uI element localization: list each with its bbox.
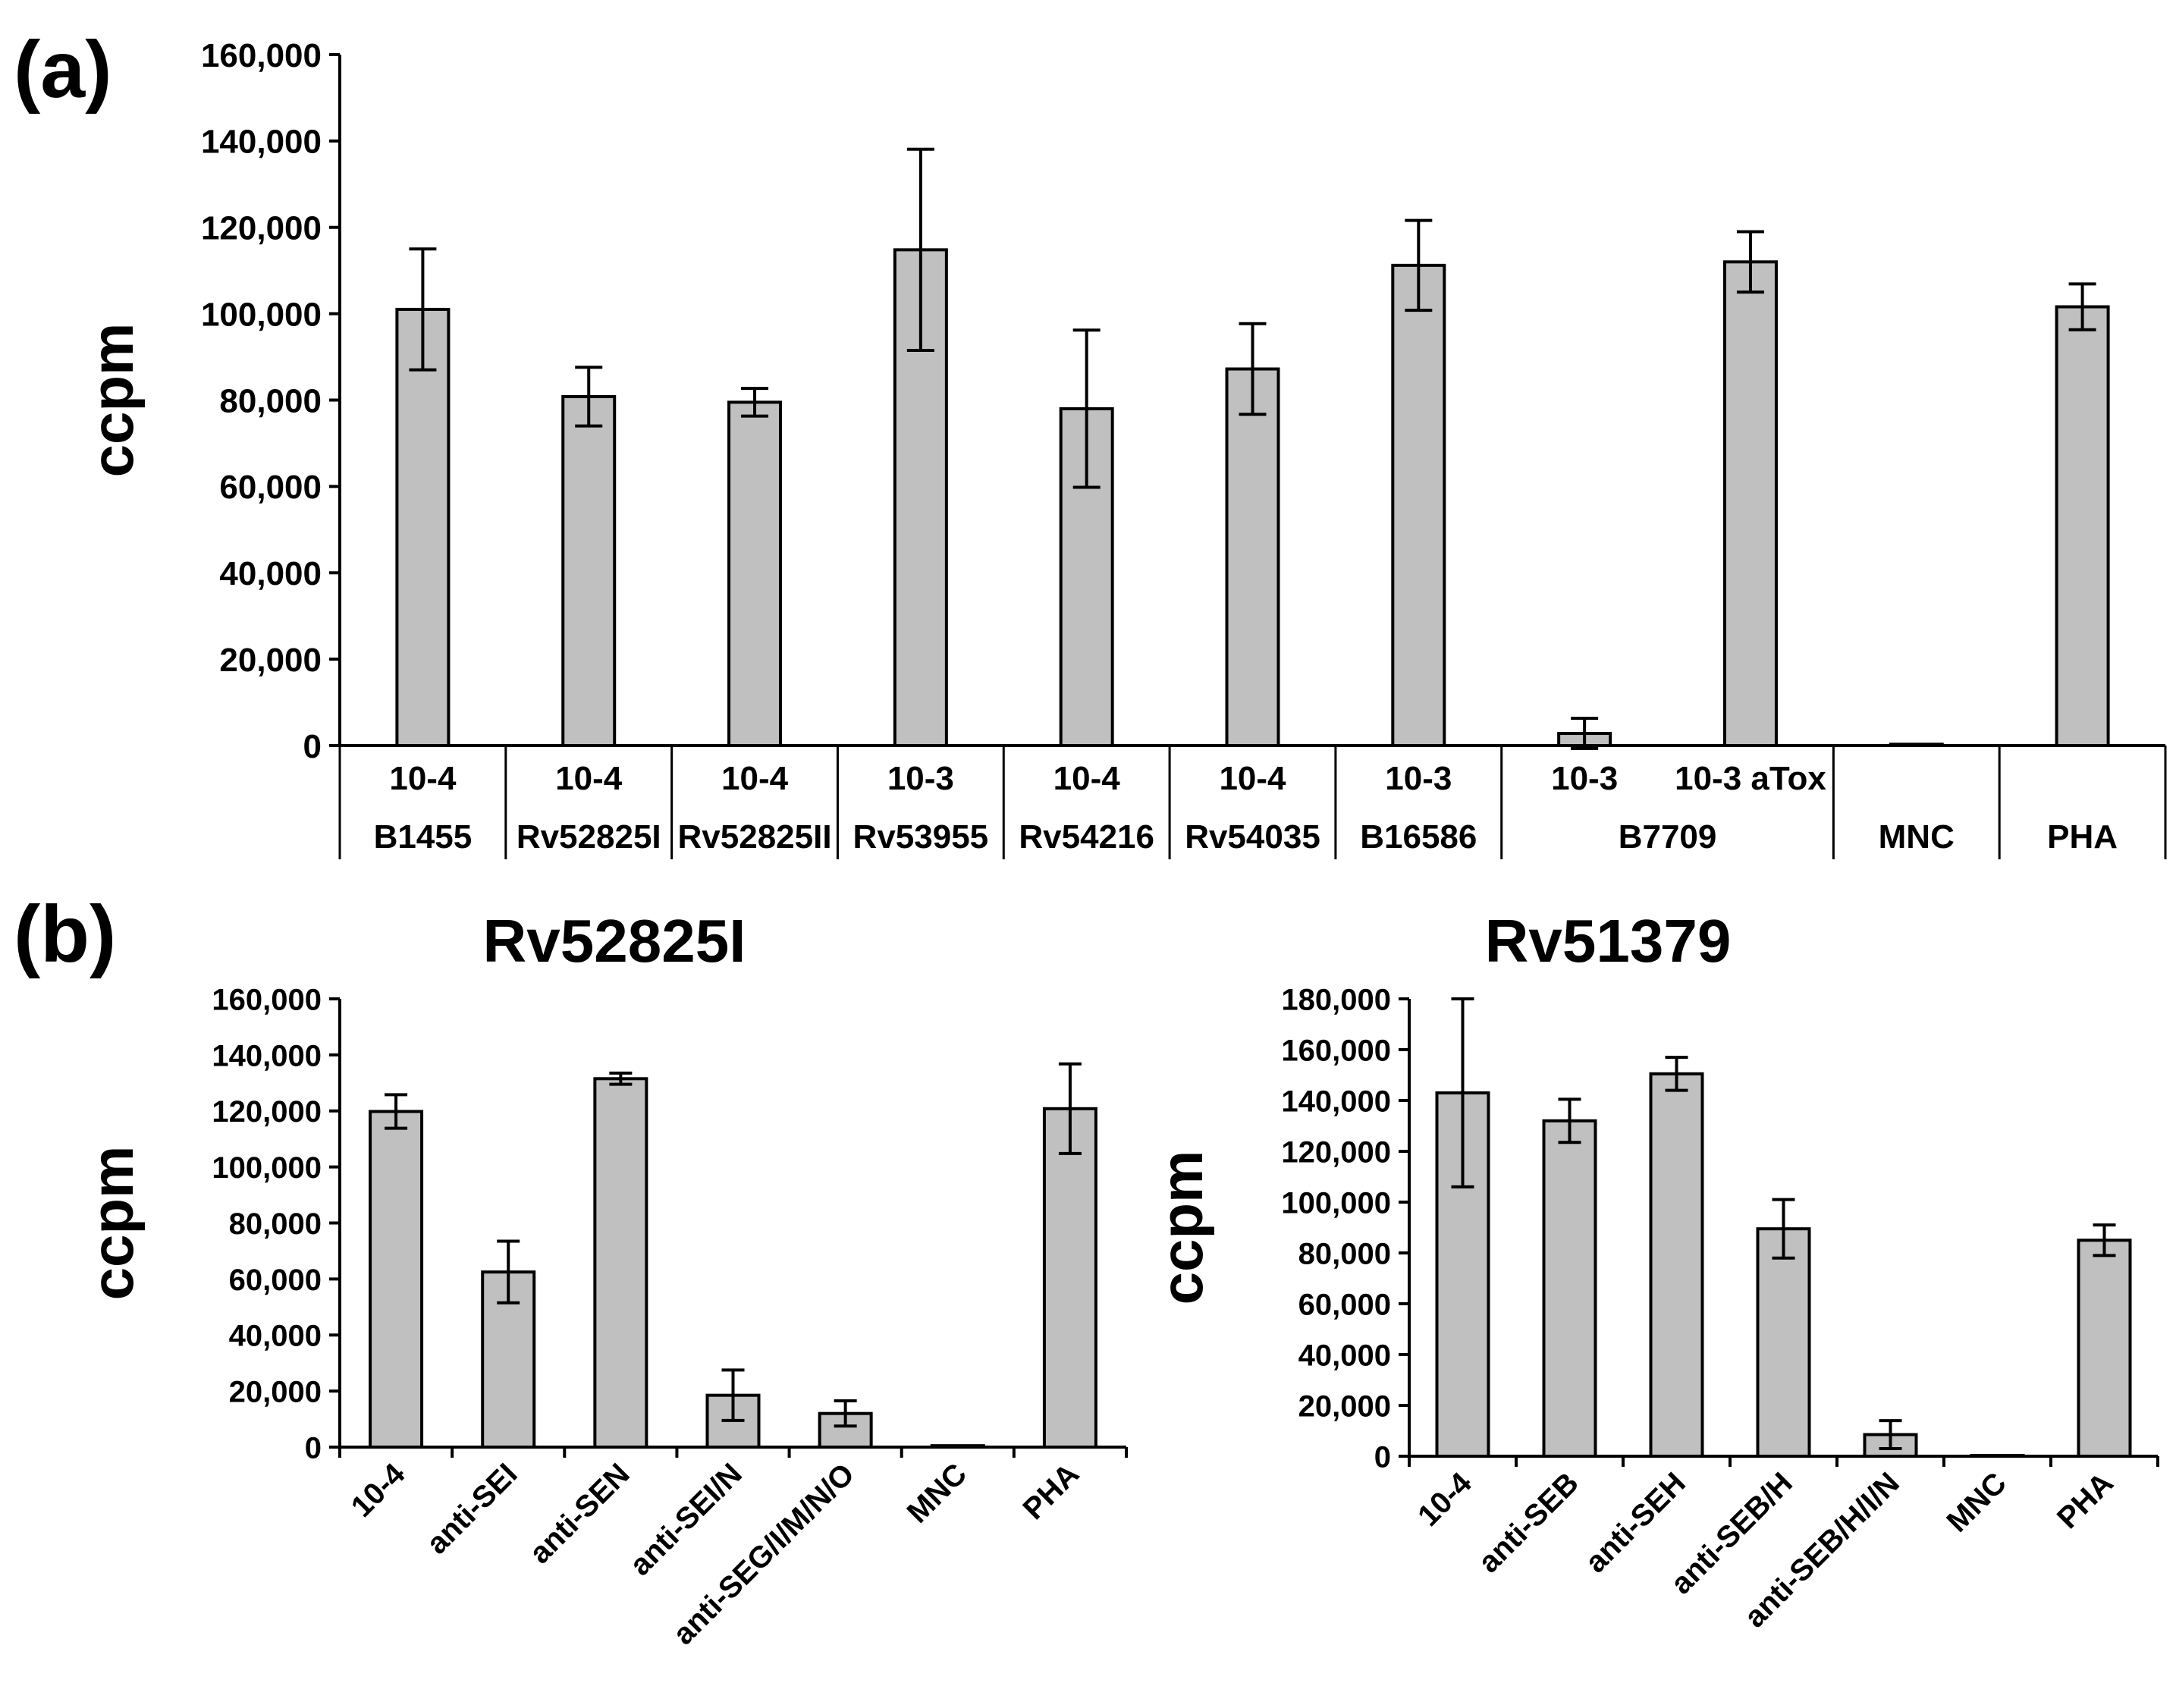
bar xyxy=(561,394,617,747)
y-tick-label: 60,000 xyxy=(219,469,322,506)
y-tick-label: 80,000 xyxy=(229,1207,322,1241)
bar xyxy=(1756,1227,1811,1458)
bar xyxy=(1970,1453,2025,1458)
y-tick-label: 140,000 xyxy=(201,124,322,161)
y-tick-label: 160,000 xyxy=(201,37,322,74)
x-tick-label: MNC xyxy=(901,1457,974,1530)
y-axis-label: ccpm xyxy=(79,323,146,478)
x-tick-label: anti-SEH xyxy=(1579,1466,1692,1579)
bar xyxy=(1542,1119,1597,1458)
x-tick-label: 10-3 xyxy=(887,760,954,797)
x-group-label: B16586 xyxy=(1360,818,1477,856)
panel-a-label: (a) xyxy=(14,25,112,115)
y-tick-label: 0 xyxy=(303,728,322,765)
x-tick-label: 10-4 xyxy=(345,1457,412,1524)
x-tick-label: 10-4 xyxy=(721,760,789,797)
bar xyxy=(1889,743,1944,747)
y-tick-label: 0 xyxy=(1374,1440,1391,1474)
y-tick-label: 100,000 xyxy=(212,1151,322,1185)
y-tick-label: 120,000 xyxy=(212,1095,322,1129)
x-tick-label: 10-4 xyxy=(555,760,623,797)
chart-title: Rv51379 xyxy=(1485,907,1732,975)
x-tick-label: 10-3 xyxy=(1551,760,1618,797)
y-tick-label: 80,000 xyxy=(219,382,322,419)
x-tick-label: anti-SEN xyxy=(523,1457,636,1570)
panel-b-label: (b) xyxy=(14,890,116,979)
y-tick-label: 160,000 xyxy=(212,983,322,1016)
y-tick-label: 20,000 xyxy=(229,1376,322,1409)
x-tick-label: anti-SEI/N xyxy=(623,1457,749,1582)
y-tick-label: 160,000 xyxy=(1281,1034,1391,1067)
x-tick-label: 10-4 xyxy=(1053,760,1121,797)
bar xyxy=(1722,260,1778,747)
x-group-label: B1455 xyxy=(374,818,473,856)
x-tick-label: MNC xyxy=(1940,1466,2013,1539)
bar xyxy=(1042,1107,1097,1449)
y-tick-label: 60,000 xyxy=(1298,1288,1391,1321)
x-tick-label: PHA xyxy=(2051,1466,2120,1535)
y-tick-label: 140,000 xyxy=(1281,1085,1391,1118)
x-group-label: Rv54216 xyxy=(1019,818,1154,856)
x-tick-label: 10-4 xyxy=(1219,760,1286,797)
y-tick-label: 120,000 xyxy=(201,210,322,247)
chart-b-rv51379: Rv51379 ccpm 0 20,000 40,000 60,000 80,000 100,… xyxy=(1148,907,2159,1634)
x-tick-label: 10-3 xyxy=(1385,760,1452,797)
bar xyxy=(2077,1239,2132,1458)
y-tick-label: 100,000 xyxy=(1281,1186,1391,1220)
bar xyxy=(369,1110,424,1449)
x-group-label: Rv53955 xyxy=(853,818,989,856)
x-tick-label: anti-SEI xyxy=(420,1457,523,1560)
bar xyxy=(1225,367,1280,747)
x-group-label: Rv54035 xyxy=(1185,818,1320,856)
bar xyxy=(395,307,451,747)
bar xyxy=(593,1077,648,1449)
chart-title: Rv52825I xyxy=(483,907,746,975)
bar xyxy=(1649,1072,1704,1458)
chart-b-rv52825i: Rv52825I ccpm 0 20,000 40,000 60,000 80,000 100… xyxy=(79,907,1128,1651)
y-axis-label: ccpm xyxy=(1148,1151,1215,1305)
x-group-label: B7709 xyxy=(1619,818,1717,856)
bar xyxy=(930,1444,985,1449)
bar xyxy=(1391,263,1446,748)
chart-a: ccpm 0 20,000 40,000 60,000 80,000 100,000 120,… xyxy=(79,37,2167,859)
x-tick-label: 10-4 xyxy=(389,760,457,797)
x-group-label: PHA xyxy=(2047,818,2118,856)
y-tick-label: 40,000 xyxy=(1298,1339,1391,1372)
y-tick-label: 40,000 xyxy=(229,1320,322,1353)
x-tick-label: anti-SEB xyxy=(1472,1466,1585,1579)
y-tick-label: 140,000 xyxy=(212,1039,322,1072)
x-group-label: Rv52825II xyxy=(678,818,832,856)
y-tick-label: 20,000 xyxy=(219,642,322,679)
y-tick-label: 180,000 xyxy=(1281,983,1391,1016)
x-tick-label: PHA xyxy=(1016,1457,1085,1526)
y-tick-label: 40,000 xyxy=(219,555,322,592)
bar xyxy=(2055,305,2110,747)
x-group-label: Rv52825I xyxy=(517,818,661,856)
y-tick-label: 60,000 xyxy=(229,1264,322,1297)
x-tick-label: 10-4 xyxy=(1411,1466,1478,1533)
y-tick-label: 120,000 xyxy=(1281,1135,1391,1169)
y-axis-label: ccpm xyxy=(79,1146,146,1301)
y-tick-label: 80,000 xyxy=(1298,1237,1391,1270)
y-tick-label: 20,000 xyxy=(1298,1389,1391,1423)
bar xyxy=(727,400,783,747)
x-tick-label: 10-3 aTox xyxy=(1675,760,1826,797)
x-group-label: MNC xyxy=(1879,818,1955,856)
y-tick-label: 0 xyxy=(305,1431,322,1465)
y-tick-label: 100,000 xyxy=(201,296,322,333)
